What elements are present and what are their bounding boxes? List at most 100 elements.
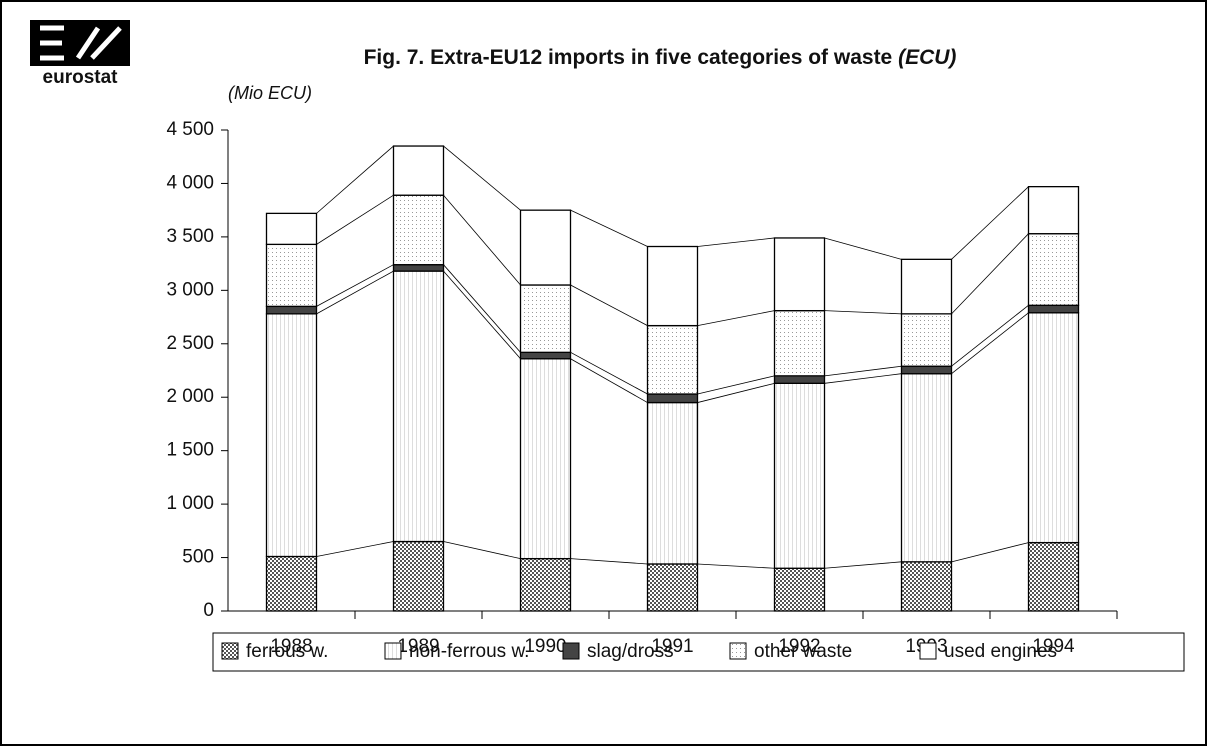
connector bbox=[951, 304, 1029, 367]
connector bbox=[443, 194, 521, 286]
x-tick-label: 1988 bbox=[270, 636, 312, 657]
bar-segment bbox=[392, 264, 445, 272]
connector bbox=[443, 541, 521, 560]
connector bbox=[824, 310, 902, 315]
bar-segment bbox=[773, 237, 826, 312]
bar-segment bbox=[519, 351, 572, 360]
bar-segment bbox=[392, 540, 445, 612]
bar-segment bbox=[519, 209, 572, 286]
connector bbox=[951, 233, 1029, 315]
y-tick-label: 3 000 bbox=[166, 279, 214, 300]
bar-segment bbox=[646, 401, 699, 565]
chart-title: Fig. 7. Extra-EU12 imports in five categ… bbox=[364, 46, 957, 69]
connector bbox=[443, 264, 521, 353]
y-tick-label: 4 500 bbox=[166, 119, 214, 140]
legend-label: ferrous w. bbox=[246, 641, 328, 662]
bar-segment bbox=[1027, 541, 1080, 612]
bar-segment bbox=[773, 309, 826, 377]
y-axis-label: (Mio ECU) bbox=[228, 83, 312, 103]
connector bbox=[697, 563, 775, 569]
connector bbox=[697, 237, 775, 247]
bar-segment bbox=[265, 313, 318, 558]
connector bbox=[697, 382, 775, 403]
bar-segment bbox=[265, 555, 318, 612]
bar-segment bbox=[900, 373, 953, 563]
legend-swatch bbox=[221, 642, 239, 660]
bar-segment bbox=[392, 145, 445, 196]
y-tick-label: 3 500 bbox=[166, 226, 214, 247]
bar-segment bbox=[392, 194, 445, 266]
bar-segment bbox=[900, 561, 953, 612]
bar-segment bbox=[519, 284, 572, 353]
bar-segment bbox=[1027, 312, 1080, 544]
bar-segment bbox=[646, 324, 699, 395]
connector bbox=[316, 194, 394, 245]
logo-mark bbox=[30, 20, 130, 66]
bar-segment bbox=[392, 270, 445, 543]
bar-segment bbox=[773, 375, 826, 384]
connector bbox=[443, 145, 521, 211]
bar-segment bbox=[773, 567, 826, 612]
y-tick-label: 500 bbox=[182, 547, 214, 568]
connector bbox=[570, 209, 648, 247]
connector bbox=[316, 264, 394, 307]
y-tick-label: 2 500 bbox=[166, 333, 214, 354]
bar-segment bbox=[900, 313, 953, 367]
bar-segment bbox=[265, 212, 318, 246]
bar-segment bbox=[265, 243, 318, 308]
y-tick-label: 0 bbox=[203, 600, 214, 621]
bar-segment bbox=[646, 245, 699, 327]
connector bbox=[570, 284, 648, 326]
connector bbox=[824, 373, 902, 384]
title-main: Fig. 7. Extra-EU12 imports in five categ… bbox=[364, 46, 893, 69]
x-tick-label: 1991 bbox=[651, 636, 693, 657]
bar-segment bbox=[265, 305, 318, 315]
bar-segment bbox=[1027, 304, 1080, 314]
connector bbox=[824, 561, 902, 569]
connector bbox=[570, 358, 648, 403]
logo-text: eurostat bbox=[43, 67, 119, 88]
legend-swatch bbox=[384, 642, 402, 660]
connector bbox=[570, 351, 648, 395]
bar-segment bbox=[1027, 233, 1080, 306]
y-tick-label: 1 500 bbox=[166, 440, 214, 461]
legend-label: slag/dross bbox=[587, 641, 674, 662]
bar-segment bbox=[900, 365, 953, 375]
connector bbox=[951, 312, 1029, 375]
connector bbox=[824, 237, 902, 260]
title-unit: (ECU) bbox=[898, 46, 956, 69]
connector bbox=[316, 541, 394, 557]
legend-swatch bbox=[562, 642, 580, 660]
y-tick-label: 4 000 bbox=[166, 172, 214, 193]
legend-swatch bbox=[919, 642, 937, 660]
bar-segment bbox=[900, 258, 953, 315]
bar-segment bbox=[773, 382, 826, 569]
connector bbox=[316, 270, 394, 315]
connector bbox=[443, 270, 521, 360]
bar-segment bbox=[519, 557, 572, 612]
legend-box bbox=[212, 632, 1185, 672]
connector bbox=[697, 310, 775, 326]
x-tick-label: 1994 bbox=[1032, 636, 1075, 657]
connector bbox=[951, 542, 1029, 563]
legend-swatch bbox=[729, 642, 747, 660]
y-tick-label: 1 000 bbox=[166, 493, 214, 514]
connector bbox=[316, 145, 394, 214]
y-tick-label: 2 000 bbox=[166, 386, 214, 407]
x-tick-label: 1992 bbox=[778, 636, 820, 657]
connector bbox=[697, 375, 775, 395]
bar-segment bbox=[646, 563, 699, 612]
legend-label: used engines bbox=[944, 641, 1057, 662]
bar-segment bbox=[646, 393, 699, 404]
bar-segment bbox=[1027, 186, 1080, 235]
legend-label: non-ferrous w. bbox=[409, 641, 529, 662]
connector bbox=[824, 365, 902, 377]
bar-segment bbox=[519, 358, 572, 560]
x-tick-label: 1990 bbox=[524, 636, 566, 657]
connector bbox=[570, 558, 648, 565]
connector bbox=[951, 186, 1029, 260]
x-tick-label: 1989 bbox=[397, 636, 439, 657]
legend-label: other waste bbox=[754, 641, 852, 662]
